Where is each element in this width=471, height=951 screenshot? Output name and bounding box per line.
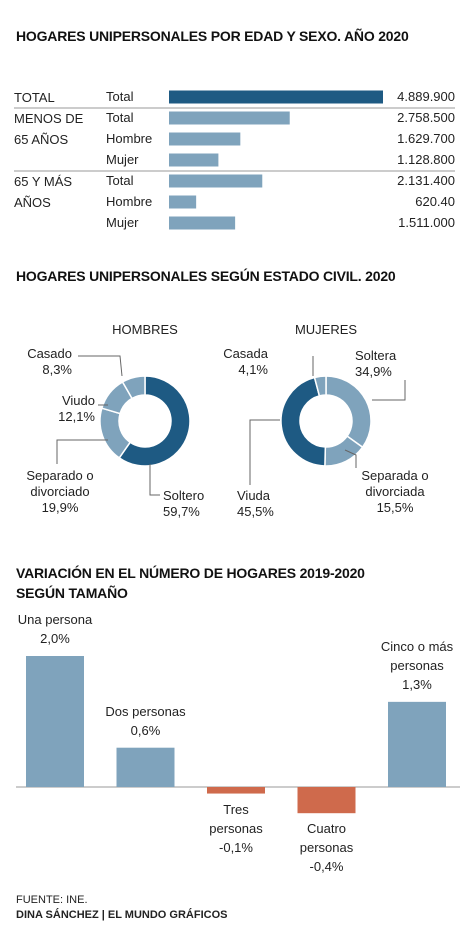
slice-label: Casada 4,1% [198,346,268,378]
slice-value: 12,1% [58,409,95,424]
slice-label: Separada o divorciada 15,5% [340,468,450,516]
slice-value: 45,5% [237,504,274,519]
chart-title: HOGARES UNIPERSONALES POR EDAD Y SEXO. A… [16,28,409,44]
bar [169,216,236,230]
slice-name: Separada o divorciada [361,468,429,499]
chart-title: VARIACIÓN EN EL NÚMERO DE HOGARES 2019-2… [16,565,365,601]
bar-label: Tres personas -0,1% [191,800,281,857]
leader-line [78,355,123,377]
category-label: Una persona [17,612,93,627]
group-label: 65 Y MÁS AÑOS [14,174,73,210]
category-label: Total [106,173,134,188]
bar [26,656,84,787]
value-label: 1,3% [402,676,432,692]
donut-slice [121,375,146,400]
value-label: 0,6% [130,722,161,738]
slice-label: Viudo 12,1% [20,393,95,425]
slice-value: 19,9% [41,500,79,515]
leader-line [149,464,160,496]
bar [169,132,241,146]
bar [169,111,290,125]
value-label: 1.511.000 [398,215,455,230]
donut-slice [313,375,327,397]
slice-name: Viuda [237,488,271,503]
pie-name: MUJERES [294,322,358,337]
leader-line [249,419,280,485]
pie-name: HOMBRES [112,322,178,337]
slice-label: Separado o divorciado 19,9% [10,468,110,516]
category-label: Tres personas [209,801,263,836]
value-label: 4.889.900 [397,89,455,104]
value-label: 620.40 [415,194,455,209]
slice-value: 15,5% [376,500,414,515]
leader-line [372,380,406,401]
donut-slice [280,376,327,467]
category-label: Dos personas [105,703,186,719]
slice-value: 8,3% [42,362,72,377]
bar-label: Cinco o más personas 1,3% [372,637,462,694]
slice-name: Casado [27,346,72,361]
chart-title: HOGARES UNIPERSONALES SEGÚN ESTADO CIVIL… [16,268,396,284]
bar-label: Una persona 2,0% [10,610,100,648]
category-label: Total [106,110,134,125]
category-label: Mujer [106,152,139,167]
category-label: Hombre [106,194,153,209]
bar-label: Cuatro personas -0,4% [282,819,372,876]
slice-name: Viudo [61,393,95,408]
leader-line [344,449,357,468]
bar [116,747,175,787]
slice-label: Viuda 45,5% [237,488,297,520]
slice-value: 59,7% [163,504,200,519]
group-label: TOTAL [14,90,55,105]
value-label: 1.629.700 [397,131,455,146]
slice-value: 4,1% [238,362,268,377]
bar-label: Dos personas 0,6% [101,702,191,740]
group-label: MENOS DE 65 AÑOS [14,111,84,147]
category-label: Cinco o más personas [380,638,454,673]
source: FUENTE: INE. [16,894,88,906]
slice-value: 34,9% [355,364,392,379]
bar [297,787,356,814]
category-label: Total [106,89,134,104]
bar [169,90,383,104]
donut-slice [118,375,191,467]
category-label: Cuatro personas [299,821,354,856]
slice-name: Casada [223,346,268,361]
leader-line [56,439,108,464]
slice-name: Soltera [355,348,397,363]
category-label: Mujer [106,215,139,230]
value-label: -0,1% [219,839,253,855]
bar [169,153,219,167]
bar [207,787,265,794]
value-label: 2.131.400 [397,173,455,188]
slice-name: Separado o divorciado [26,468,94,499]
value-label: 2.758.500 [397,110,455,125]
bar [388,701,446,787]
slice-label: Casado 8,3% [0,346,72,378]
bar [169,195,197,209]
slice-label: Soltera 34,9% [355,348,425,380]
slice-label: Soltero 59,7% [163,488,223,520]
category-label: Hombre [106,131,153,146]
slice-name: Soltero [163,488,205,503]
bar [169,174,263,188]
value-label: -0,4% [309,859,344,875]
value-label: 1.128.800 [397,152,455,167]
credit: DINA SÁNCHEZ | EL MUNDO GRÁFICOS [16,909,228,921]
value-label: 2,0% [40,631,70,646]
